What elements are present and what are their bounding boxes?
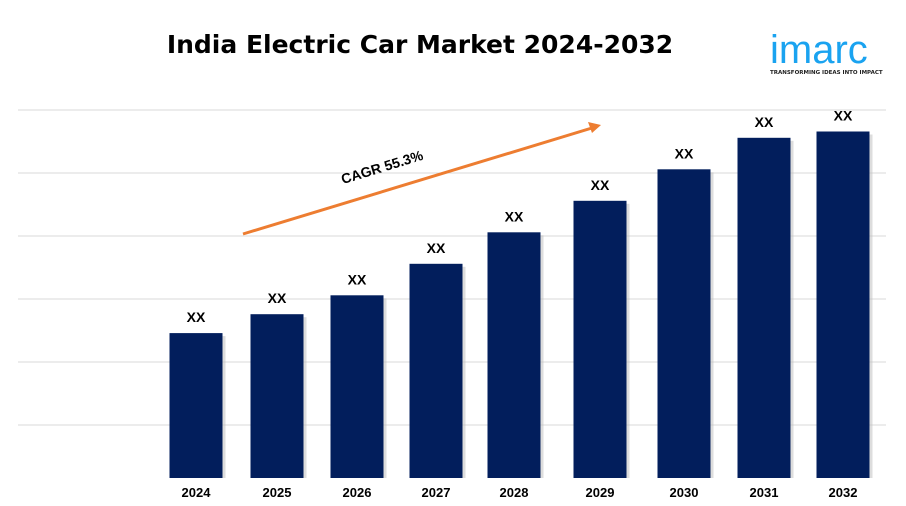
data-label: XX [675,145,694,161]
x-tick-label: 2027 [422,485,451,500]
bar-2028 [487,232,541,478]
chart-title: India Electric Car Market 2024-2032 [166,30,674,59]
imarc-logo: imarc TRANSFORMING IDEAS INTO IMPACT [770,28,890,76]
bar-2025 [250,314,304,478]
logo-tagline: TRANSFORMING IDEAS INTO IMPACT [770,70,883,76]
data-label: XX [591,177,610,193]
x-tick-label: 2031 [750,485,779,500]
x-tick-label: 2029 [586,485,615,500]
data-label: XX [268,290,287,306]
data-label: XX [348,271,367,287]
bar-2026 [330,295,384,478]
logo-wordmark: imarc [770,28,868,72]
x-tick-label: 2025 [263,485,292,500]
x-tick-label: 2030 [670,485,699,500]
cagr-arrow [242,122,601,236]
data-label: XX [187,309,206,325]
bar-2029 [573,200,627,479]
bar-2024 [169,333,223,478]
data-label: XX [427,240,446,256]
x-tick-label: 2028 [500,485,529,500]
bar-2031 [737,137,791,479]
x-tick-label: 2032 [829,485,858,500]
data-label: XX [834,108,853,124]
data-label: XX [505,208,524,224]
bar-2027 [409,263,463,478]
data-label: XX [755,114,774,130]
bar-2030 [657,169,711,479]
bar-2032 [816,131,870,478]
x-tick-label: 2024 [182,485,212,500]
x-tick-label: 2026 [343,485,372,500]
